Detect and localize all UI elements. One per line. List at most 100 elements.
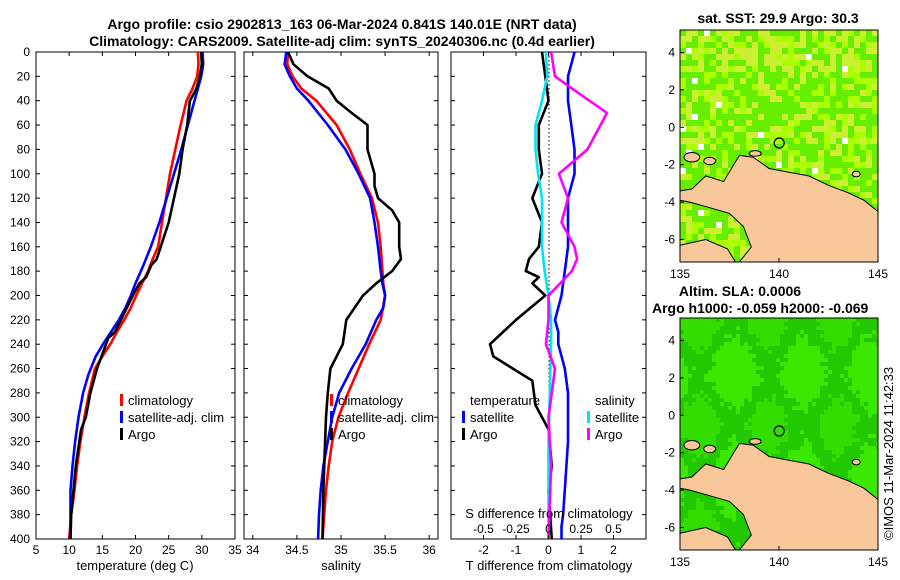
- map-cell: [770, 42, 776, 48]
- map-cell: [820, 354, 824, 358]
- map-cell: [700, 454, 704, 458]
- map-cell: [748, 358, 752, 362]
- map-cell: [782, 108, 788, 114]
- map-cell: [848, 458, 852, 462]
- map-cell: [716, 430, 720, 434]
- map-cell: [828, 366, 832, 370]
- map-cell: [792, 330, 796, 334]
- series-line-temperature-satellite: [553, 52, 576, 539]
- salinity-legend: climatology satellite-adj. clim Argo: [330, 393, 434, 442]
- map-cell: [764, 330, 768, 334]
- map-cell: [792, 362, 796, 366]
- map-cell: [768, 446, 772, 450]
- map-cell: [848, 350, 852, 354]
- map-cell: [692, 450, 696, 454]
- map-cell: [876, 362, 878, 366]
- map-cell: [836, 138, 842, 144]
- map-cell: [832, 426, 836, 430]
- map-cell: [868, 398, 872, 402]
- map-cell: [770, 30, 776, 36]
- map-cell: [680, 120, 686, 126]
- map-cell: [728, 342, 732, 346]
- map-cell: [860, 72, 866, 78]
- map-cell: [716, 422, 720, 426]
- map-cell: [836, 362, 840, 366]
- map-cell: [776, 334, 780, 338]
- map-cell: [710, 102, 716, 108]
- map-cell: [728, 150, 734, 156]
- map-cell: [860, 60, 866, 66]
- map-cell: [780, 322, 784, 326]
- map-cell: [680, 54, 686, 60]
- map-cell: [704, 138, 710, 144]
- map-cell: [692, 354, 696, 358]
- map-cell: [872, 174, 878, 180]
- map-cell: [710, 216, 716, 222]
- map-cell: [830, 84, 836, 90]
- map-cell: [872, 378, 876, 382]
- map-cell: [872, 204, 878, 210]
- map-cell: [696, 326, 700, 330]
- map-cell: [700, 426, 704, 430]
- map-cell: [872, 90, 878, 96]
- map-cell: [860, 30, 866, 36]
- map-cell: [746, 90, 752, 96]
- map-cell: [804, 326, 808, 330]
- map-cell: [780, 414, 784, 418]
- map-cell: [746, 78, 752, 84]
- map-cell: [780, 362, 784, 366]
- map-cell: [728, 394, 732, 398]
- map-cell: [794, 102, 800, 108]
- map-cell: [860, 174, 866, 180]
- map-cell: [736, 538, 740, 542]
- map-cell: [768, 426, 772, 430]
- map-cell: [776, 410, 780, 414]
- map-cell: [720, 426, 724, 430]
- map-cell: [864, 378, 868, 382]
- map-cell: [728, 414, 732, 418]
- difference-xlabel-s: S difference from climatology: [465, 506, 633, 521]
- map-cell: [840, 470, 844, 474]
- map-cell: [804, 442, 808, 446]
- map-cell: [724, 402, 728, 406]
- map-cell: [852, 358, 856, 362]
- map-cell: [700, 510, 704, 514]
- map-cell: [784, 410, 788, 414]
- map-cell: [856, 482, 860, 486]
- map-cell: [764, 442, 768, 446]
- map-cell: [722, 54, 728, 60]
- map-cell: [808, 450, 812, 454]
- map-cell: [816, 434, 820, 438]
- map-cell: [680, 506, 684, 510]
- map-cell: [836, 102, 842, 108]
- map-cell: [732, 434, 736, 438]
- map-cell: [860, 434, 864, 438]
- y-tick-label: 200: [10, 289, 30, 303]
- map-cell: [824, 374, 828, 378]
- map-cell: [832, 354, 836, 358]
- map-cell: [680, 414, 684, 418]
- map-cell: [864, 322, 868, 326]
- map-cell: [800, 72, 806, 78]
- map-cell: [708, 462, 712, 466]
- map-cell: [830, 132, 836, 138]
- map-cell: [876, 434, 878, 438]
- map-cell: [868, 406, 872, 410]
- map-cell: [876, 406, 878, 410]
- map-cell: [788, 96, 794, 102]
- map-cell: [764, 374, 768, 378]
- map-cell: [724, 358, 728, 362]
- map-cell: [776, 366, 780, 370]
- map-cell: [684, 386, 688, 390]
- map-cell: [684, 506, 688, 510]
- land-island: [851, 170, 861, 178]
- map-cell: [696, 402, 700, 406]
- map-cell: [788, 438, 792, 442]
- map-cell: [720, 378, 724, 382]
- map-cell: [788, 398, 792, 402]
- map-cell: [680, 168, 686, 174]
- map-cell: [688, 402, 692, 406]
- map-cell: [740, 42, 746, 48]
- map-cell: [812, 374, 816, 378]
- map-cell: [852, 334, 856, 338]
